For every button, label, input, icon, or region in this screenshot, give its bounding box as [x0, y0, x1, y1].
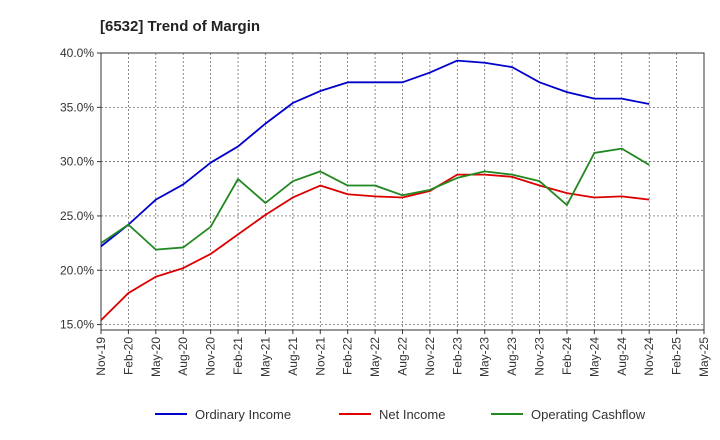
- x-tick-label: Nov-21: [313, 337, 327, 376]
- x-tick-label: May-24: [587, 337, 601, 377]
- x-tick-label: Feb-24: [560, 337, 574, 375]
- x-tick-label: Feb-22: [341, 337, 355, 375]
- series-layer: [100, 59, 650, 321]
- x-tick-label: Feb-25: [670, 337, 684, 375]
- x-tick-label: Nov-22: [423, 337, 437, 376]
- x-tick-label: Aug-23: [505, 337, 519, 376]
- x-tick-label: Aug-21: [286, 337, 300, 376]
- y-tick-label: 30.0%: [60, 155, 94, 169]
- x-tick-label: Feb-23: [450, 337, 464, 375]
- x-tick-label: Nov-19: [94, 337, 108, 376]
- x-tick-label: Nov-20: [204, 337, 218, 376]
- legend-label: Ordinary Income: [195, 407, 291, 422]
- series-line-ordinary-income: [100, 59, 650, 248]
- y-tick-label: 15.0%: [60, 318, 94, 332]
- legend: Ordinary Income Net Income Operating Cashf…: [155, 407, 646, 422]
- chart-title: [6532] Trend of Margin: [100, 18, 260, 35]
- x-tick-label: May-25: [697, 337, 711, 377]
- series-line-operating-cashflow: [100, 147, 650, 251]
- y-tick-label: 25.0%: [60, 209, 94, 223]
- grid-layer: [101, 53, 704, 330]
- x-tick-label: Nov-23: [533, 337, 547, 376]
- legend-label: Net Income: [379, 407, 445, 422]
- legend-label: Operating Cashflow: [531, 407, 646, 422]
- x-tick-label: Aug-20: [176, 337, 190, 376]
- y-tick-label: 20.0%: [60, 263, 94, 277]
- x-tick-label: May-21: [258, 337, 272, 377]
- series-line-net-income: [100, 173, 650, 321]
- x-tick-label: May-23: [478, 337, 492, 377]
- x-tick-label: Aug-22: [396, 337, 410, 376]
- x-tick-label: Feb-21: [231, 337, 245, 375]
- x-tick-label: May-22: [368, 337, 382, 377]
- x-tick-label: Aug-24: [615, 337, 629, 376]
- y-tick-label: 35.0%: [60, 100, 94, 114]
- x-axis: Nov-19 Feb-20 May-20 Aug-20 Nov-20 Feb-21 May-…: [94, 330, 711, 377]
- x-tick-label: May-20: [149, 337, 163, 377]
- y-tick-label: 40.0%: [60, 46, 94, 60]
- y-axis: 15.0% 20.0% 25.0% 30.0% 35.0% 40.0%: [60, 46, 101, 332]
- x-tick-label: Nov-24: [642, 337, 656, 376]
- x-tick-label: Feb-20: [121, 337, 135, 375]
